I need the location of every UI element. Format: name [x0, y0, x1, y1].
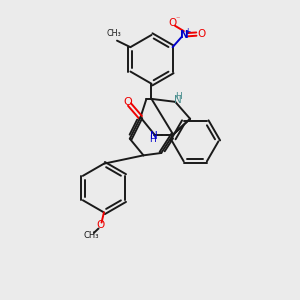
Text: +: + — [184, 27, 191, 36]
Text: H: H — [149, 135, 155, 144]
Text: O: O — [198, 29, 206, 39]
Text: H: H — [175, 92, 181, 101]
Text: O: O — [124, 97, 132, 106]
Text: ⁻: ⁻ — [176, 14, 180, 23]
Text: N: N — [150, 131, 158, 141]
Text: N: N — [174, 95, 182, 105]
Text: CH₃: CH₃ — [106, 28, 121, 38]
Text: O: O — [169, 18, 177, 28]
Text: O: O — [96, 220, 104, 230]
Text: CH₃: CH₃ — [83, 231, 99, 240]
Text: N: N — [179, 30, 188, 40]
